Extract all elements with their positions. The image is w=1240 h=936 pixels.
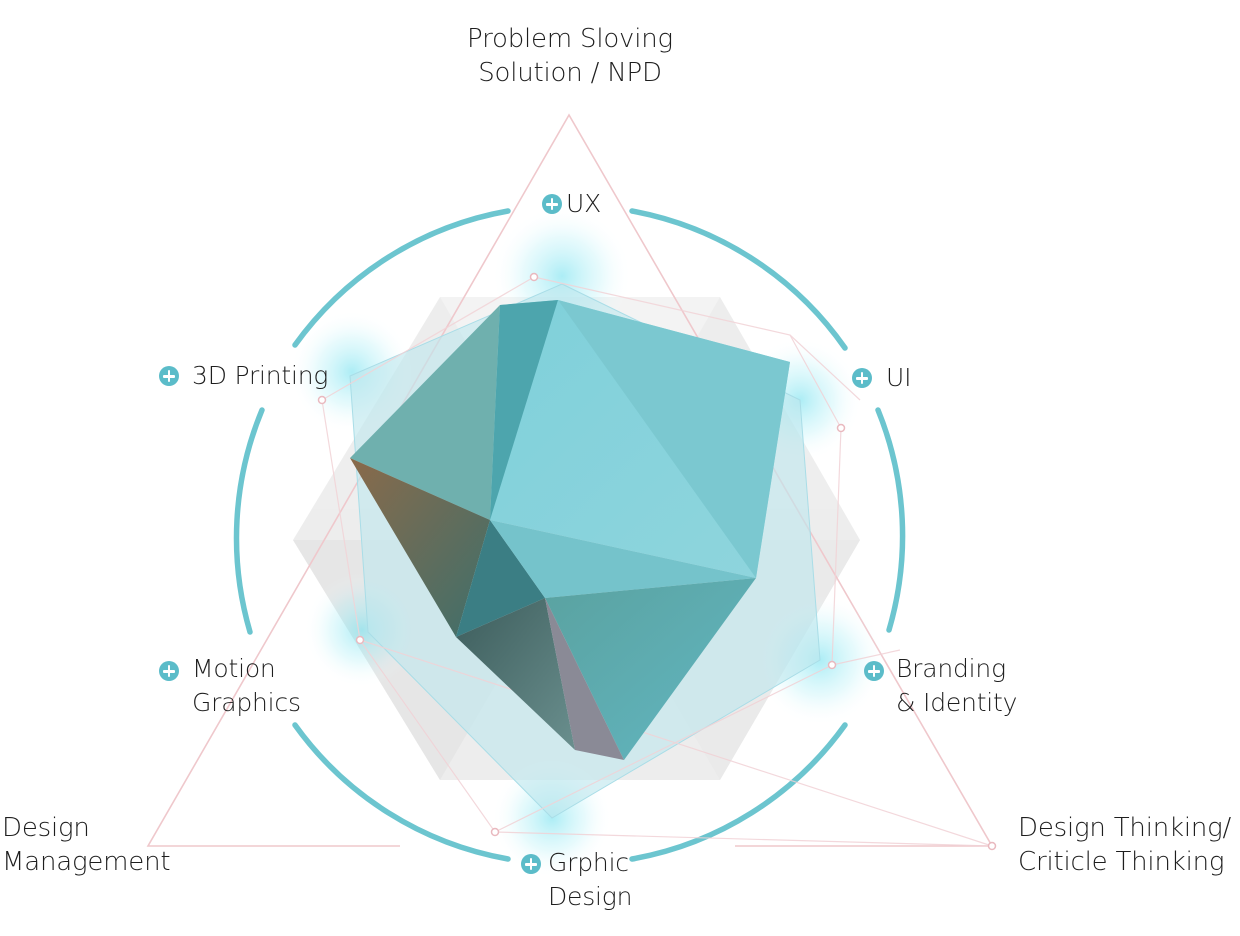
skill-label-branding-line-2: & Identity	[896, 688, 1018, 717]
skill-label-3d-printing-line-1: 3D Printing	[192, 361, 329, 390]
label-design-management-line-1: Design	[2, 813, 90, 843]
plus-icon[interactable]	[159, 661, 179, 681]
skill-label-branding-line-1: Branding	[896, 654, 1006, 683]
skill-label-graphic-design-line-2: Design	[548, 882, 633, 911]
outer-arcs	[233, 208, 906, 862]
plus-icon[interactable]	[864, 661, 884, 681]
skill-label-ux: UX	[566, 187, 601, 221]
skill-label-motion-graphics: Motion Graphics	[192, 652, 301, 720]
label-design-thinking-line-2: Criticle Thinking	[1018, 847, 1225, 877]
skill-label-3d-printing: 3D Printing	[192, 359, 328, 393]
network-nodes	[317, 272, 997, 851]
skill-label-ux-line-1: UX	[566, 189, 602, 218]
skill-label-motion-graphics-line-1: Motion	[192, 654, 276, 683]
skill-label-motion-graphics-line-2: Graphics	[192, 688, 301, 717]
plus-icon[interactable]	[521, 854, 541, 874]
plus-icon[interactable]	[542, 194, 562, 214]
label-design-management: Design Management	[2, 811, 171, 879]
faceted-crystal	[350, 300, 790, 760]
label-design-management-line-2: Management	[2, 847, 171, 877]
label-design-thinking: Design Thinking/ Criticle Thinking	[1018, 811, 1231, 879]
skill-label-ui: UI	[886, 361, 911, 395]
label-problem-solving-line-1: Problem Sloving	[467, 24, 673, 54]
label-design-thinking-line-1: Design Thinking/	[1018, 813, 1232, 843]
plus-icon[interactable]	[159, 366, 179, 386]
plus-icon[interactable]	[852, 368, 872, 388]
skill-label-branding: Branding & Identity	[896, 652, 1017, 720]
label-problem-solving: Problem Sloving Solution / NPD	[0, 22, 1140, 90]
skill-label-graphic-design-line-1: Grphic	[548, 848, 629, 877]
skill-label-graphic-design: Grphic Design	[548, 846, 632, 914]
skill-label-ui-line-1: UI	[886, 363, 912, 392]
label-problem-solving-line-2: Solution / NPD	[478, 58, 662, 88]
faint-network	[321, 276, 993, 847]
